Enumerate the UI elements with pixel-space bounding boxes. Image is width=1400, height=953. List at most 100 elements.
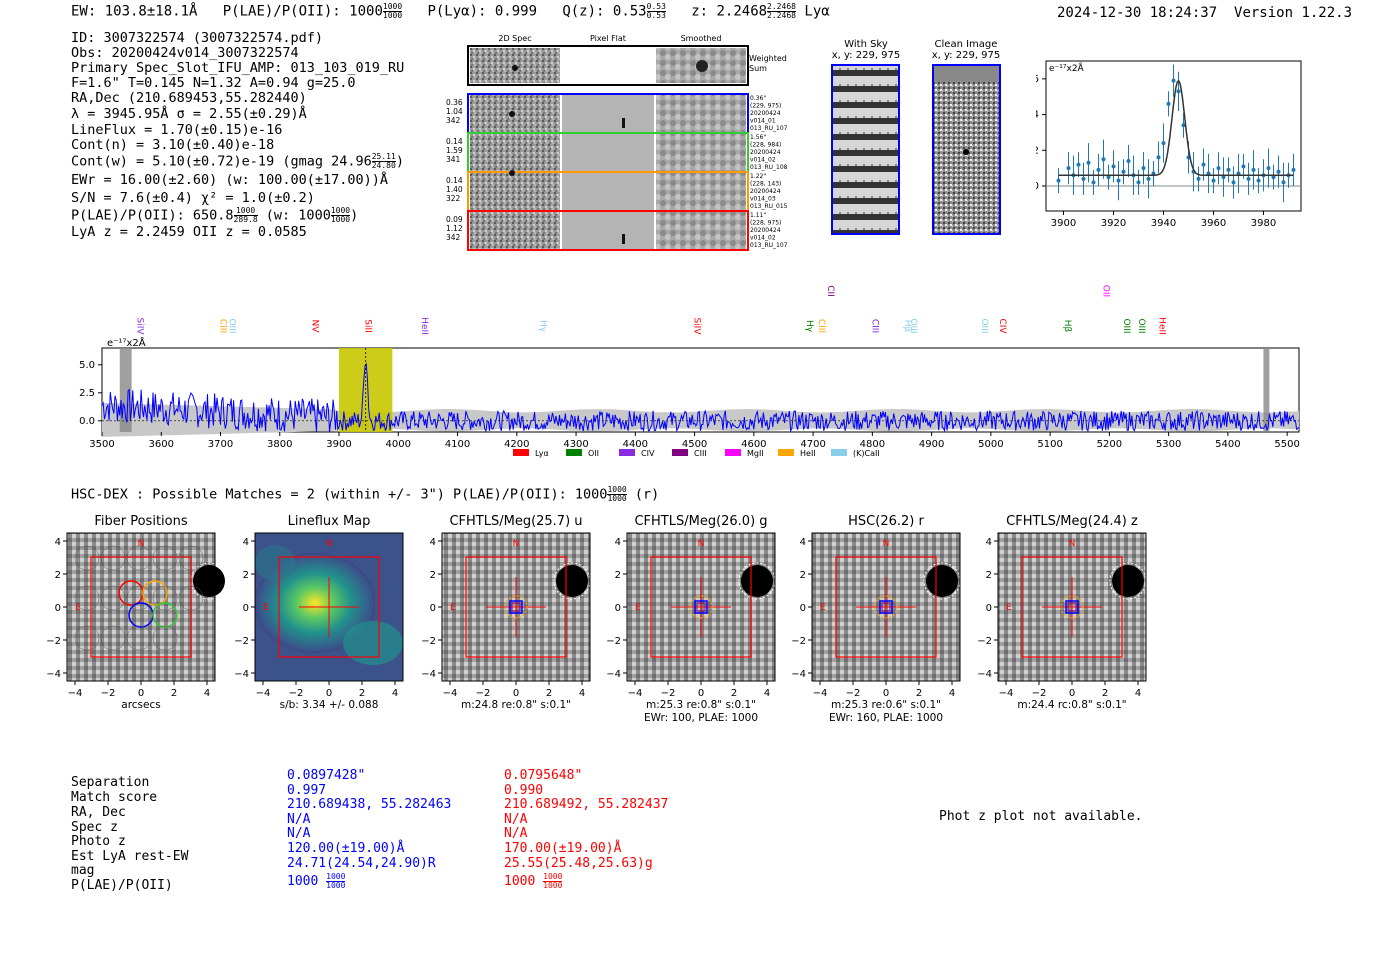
hsc-panel: CFHTLS/Meg(26.0) g N E −4 −4 −2 −2 0 0 2 2 4 4 m:25.3…: [606, 514, 776, 724]
info-primary: Primary Spec_Slot_IFU_AMP: 013_103_019_R…: [71, 60, 405, 76]
hsc-panel-caption-2: EWr: 160, PLAE: 1000: [829, 712, 943, 724]
spectrum-line-label: CIV: [997, 318, 1007, 334]
legend-swatch: [513, 449, 529, 456]
spectrum-y-tick-label: 0.0: [79, 416, 95, 427]
cutout-left-label: 342: [446, 116, 461, 125]
zoom-y-tick-label: 0: [1036, 181, 1039, 192]
hsc-panel-caption: m:24.8 re:0.8" s:0.1": [461, 699, 571, 711]
hsc-x-tick-label: 0: [513, 688, 519, 699]
zoom-point: [1196, 176, 1201, 181]
spectrum-x-tick-label: 4500: [682, 439, 707, 450]
hsc-panel-title: Lineflux Map: [288, 514, 371, 529]
hsc-x-tick-label: 0: [138, 688, 144, 699]
spectrum-line-label: OIII: [979, 318, 989, 333]
cutout-left-label: 1.40: [446, 185, 463, 194]
zoom-point: [1266, 166, 1271, 171]
info-obs: Obs: 20200424v014_3007322574: [71, 45, 299, 61]
m2-photoz: N/A: [504, 826, 528, 841]
spectrum-line-label: NV: [309, 320, 319, 334]
zoom-point: [1091, 180, 1096, 185]
hsc-y-tick-label: 2: [986, 570, 992, 581]
zoom-point: [1181, 123, 1186, 128]
label-lya-ew: Est LyA rest-EW: [71, 849, 189, 864]
hsc-y-tick-label: −2: [606, 636, 621, 647]
hsc-x-tick-label: −2: [661, 688, 676, 699]
with-sky-title: With Sky: [844, 39, 888, 50]
legend-swatch: [672, 449, 688, 456]
zoom-point: [1136, 180, 1141, 185]
spectrum-line-label: OIII: [908, 318, 918, 333]
legend-swatch: [619, 449, 635, 456]
hsc-panel: Lineflux Map N E −4 −4 −2 −2 0 0 2 2 4 4 s/b: 3.34 +/…: [234, 514, 404, 711]
cutout-right-label: (228, 975): [750, 220, 781, 227]
header-summary: EW: 103.8±18.1Å P(LAE)/P(OII): 1000 1000 1…: [71, 2, 830, 20]
clean-image: [932, 64, 1001, 235]
hsc-x-tick-label: −2: [1032, 688, 1047, 699]
hsc-y-tick-label: −4: [977, 669, 992, 680]
zoom-x-tick-label: 3900: [1051, 218, 1076, 229]
legend-swatch: [566, 449, 582, 456]
spectral-cutouts: 2D Spec Pixel Flat Smoothed Weighted Sum…: [446, 34, 788, 251]
spectrum-x-tick-label: 5400: [1215, 439, 1240, 450]
legend-label: CIV: [641, 449, 655, 458]
zoom-ylabel: e⁻¹⁷x2Å: [1049, 62, 1085, 74]
cutout-right-label: v014_02: [750, 235, 776, 242]
m1-photoz: N/A: [287, 826, 311, 841]
zoom-point: [1231, 180, 1236, 185]
spectrum-x-tick-label: 5000: [978, 439, 1003, 450]
hsc-y-tick-label: 2: [430, 570, 436, 581]
zoom-point: [1066, 166, 1071, 171]
m1-plae: 1000 1000 1000: [287, 872, 346, 890]
spectrum-x-tick-label: 3700: [208, 439, 233, 450]
spectrum-error-band: [102, 402, 1299, 437]
zoom-x-tick-label: 3980: [1251, 218, 1276, 229]
zoom-y-tick-label: 2: [1036, 145, 1039, 156]
north-label: N: [698, 539, 705, 549]
spectrum-x-tick-label: 5100: [1037, 439, 1062, 450]
cutout-right-label: 013_RU_107: [750, 125, 788, 132]
cutout-right-label: 1.56": [750, 134, 766, 141]
cutout-right-label: 013_RU_108: [750, 164, 788, 171]
spectrum-x-tick-label: 3500: [89, 439, 114, 450]
zoom-point: [1081, 176, 1086, 181]
header-plae: P(LAE)/P(OII): 1000: [222, 3, 383, 20]
label-mag: mag: [71, 863, 95, 878]
hsc-x-tick-label: 4: [764, 688, 770, 699]
zoom-point: [1221, 175, 1226, 180]
north-label: N: [883, 539, 890, 549]
hsc-x-tick-label: −2: [289, 688, 304, 699]
spectrum-x-tick-label: 4100: [445, 439, 470, 450]
hsc-x-tick-label: −4: [443, 688, 458, 699]
hsc-y-tick-label: −2: [791, 636, 806, 647]
zoom-point: [1256, 178, 1261, 183]
hsc-y-tick-label: 4: [243, 537, 249, 548]
legend-label: MgII: [747, 449, 764, 458]
hsc-panel-title: CFHTLS/Meg(25.7) u: [449, 514, 582, 529]
cutout-left-label: 1.04: [446, 107, 463, 116]
spectrum-line-label: Hγ: [804, 320, 814, 333]
zoom-fit-curve: [1058, 79, 1294, 177]
zoom-point: [1166, 101, 1171, 106]
header-qz: Q(z): 0.53: [562, 3, 647, 20]
spectrum-x-tick-label: 5300: [1156, 439, 1181, 450]
north-label: N: [138, 539, 145, 549]
hsc-x-tick-label: 0: [698, 688, 704, 699]
zoom-point: [1141, 166, 1146, 171]
hsc-x-tick-label: 2: [546, 688, 552, 699]
hsc-x-tick-label: −4: [813, 688, 828, 699]
legend-swatch: [725, 449, 741, 456]
spectrum-line-label: OIII: [1121, 318, 1131, 333]
spectrum-x-tick-label: 4600: [741, 439, 766, 450]
spectrum-x-tick-label: 5500: [1274, 439, 1299, 450]
hsc-panel-caption: arcsecs: [121, 699, 160, 711]
m1-lya-ew: 120.00(±19.00)Å: [287, 841, 405, 856]
clean-image-title: Clean Image: [935, 39, 998, 50]
photz-message: Phot z plot not available.: [939, 809, 1143, 824]
info-id: ID: 3007322574 (3007322574.pdf): [71, 30, 323, 46]
timestamp: 2024-12-30 18:24:37: [1057, 5, 1218, 21]
zoom-point: [1171, 78, 1176, 83]
cutout-left-label: 1.12: [446, 224, 463, 233]
spectrum-line-label: HeII: [1157, 317, 1167, 335]
hsc-y-tick-label: 4: [55, 537, 61, 548]
